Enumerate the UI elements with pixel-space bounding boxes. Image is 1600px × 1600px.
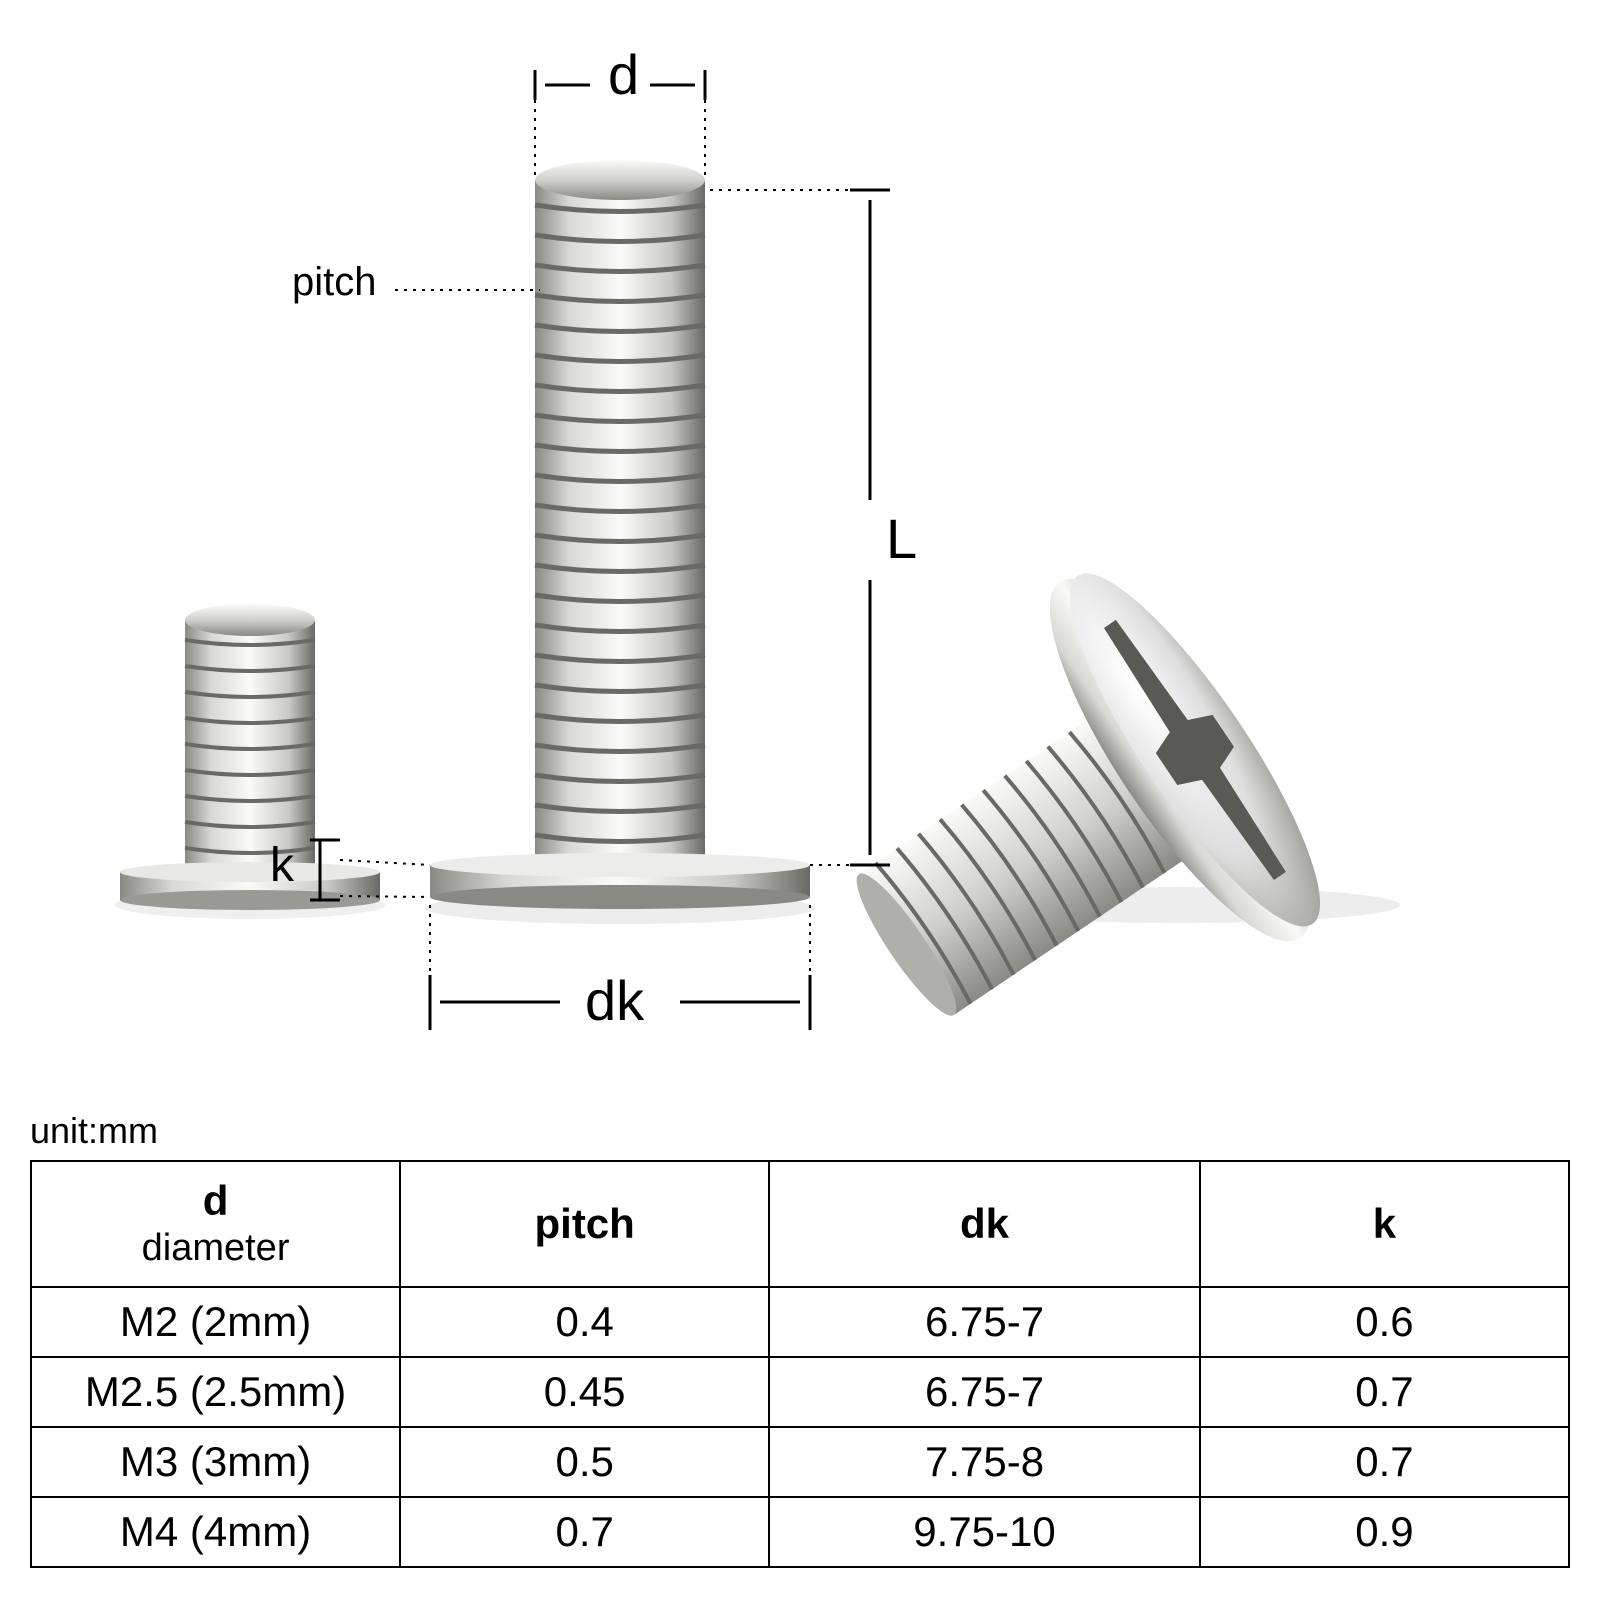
table-row: M3 (3mm) 0.5 7.75-8 0.7 bbox=[31, 1427, 1569, 1497]
cell: 0.7 bbox=[1200, 1357, 1569, 1427]
screw-tall-center bbox=[430, 160, 810, 909]
col-header-d-main: d bbox=[203, 1177, 229, 1224]
label-k: k bbox=[270, 838, 294, 893]
col-header-k: k bbox=[1200, 1161, 1569, 1287]
unit-label: unit:mm bbox=[30, 1110, 158, 1152]
cell: M3 (3mm) bbox=[31, 1427, 400, 1497]
col-header-d: d diameter bbox=[31, 1161, 400, 1287]
col-header-pitch: pitch bbox=[400, 1161, 769, 1287]
diagram-svg bbox=[0, 0, 1600, 1100]
cell: 7.75-8 bbox=[769, 1427, 1200, 1497]
label-L: L bbox=[886, 506, 917, 571]
cell: M4 (4mm) bbox=[31, 1497, 400, 1567]
table-row: M2 (2mm) 0.4 6.75-7 0.6 bbox=[31, 1287, 1569, 1357]
cell: 0.4 bbox=[400, 1287, 769, 1357]
cell: 0.9 bbox=[1200, 1497, 1569, 1567]
col-header-d-sub: diameter bbox=[40, 1226, 391, 1272]
cell: 6.75-7 bbox=[769, 1287, 1200, 1357]
cell: 0.45 bbox=[400, 1357, 769, 1427]
label-pitch: pitch bbox=[292, 260, 377, 305]
label-d: d bbox=[608, 42, 639, 107]
screw-angled-right bbox=[771, 543, 1358, 1100]
cell: 0.6 bbox=[1200, 1287, 1569, 1357]
cell: 9.75-10 bbox=[769, 1497, 1200, 1567]
screw-short-left bbox=[120, 604, 380, 910]
table-row: M2.5 (2.5mm) 0.45 6.75-7 0.7 bbox=[31, 1357, 1569, 1427]
screw-diagram: d pitch L k dk bbox=[0, 0, 1600, 1100]
cell: M2 (2mm) bbox=[31, 1287, 400, 1357]
cell: 6.75-7 bbox=[769, 1357, 1200, 1427]
cell: M2.5 (2.5mm) bbox=[31, 1357, 400, 1427]
table-header-row: d diameter pitch dk k bbox=[31, 1161, 1569, 1287]
cell: 0.7 bbox=[1200, 1427, 1569, 1497]
cell: 0.5 bbox=[400, 1427, 769, 1497]
cell: 0.7 bbox=[400, 1497, 769, 1567]
col-header-dk: dk bbox=[769, 1161, 1200, 1287]
spec-table: d diameter pitch dk k M2 (2mm) 0.4 6.75-… bbox=[30, 1160, 1570, 1568]
label-dk: dk bbox=[585, 968, 644, 1033]
table-row: M4 (4mm) 0.7 9.75-10 0.9 bbox=[31, 1497, 1569, 1567]
